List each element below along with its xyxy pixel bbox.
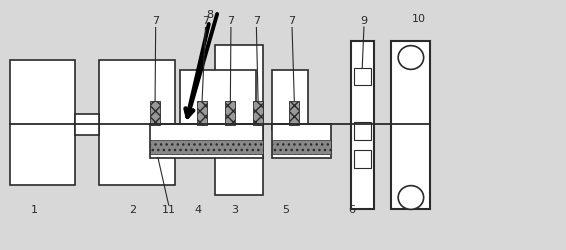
Bar [150, 140, 263, 154]
Text: 7: 7 [289, 16, 295, 26]
Text: 7: 7 [228, 16, 234, 26]
Bar [225, 101, 235, 125]
Ellipse shape [398, 186, 423, 210]
Text: 7: 7 [202, 16, 209, 26]
Bar [354, 68, 371, 85]
Text: 7: 7 [152, 16, 159, 26]
Bar [391, 41, 430, 209]
Bar [197, 101, 207, 125]
Bar [354, 122, 371, 140]
Bar [180, 70, 256, 130]
Bar [99, 60, 175, 185]
Text: 6: 6 [349, 205, 355, 215]
Text: 10: 10 [412, 14, 426, 24]
Bar [289, 101, 299, 125]
Text: 1: 1 [31, 205, 37, 215]
Text: 4: 4 [195, 205, 201, 215]
Text: 8: 8 [206, 10, 213, 20]
Text: 5: 5 [282, 205, 289, 215]
Text: 9: 9 [361, 16, 367, 26]
Bar [150, 101, 160, 125]
Bar [351, 41, 374, 209]
Bar [215, 45, 263, 195]
Bar [75, 114, 99, 135]
Bar [354, 150, 371, 168]
Ellipse shape [398, 46, 423, 69]
Bar [253, 101, 263, 125]
Text: 11: 11 [162, 205, 175, 215]
Text: 7: 7 [253, 16, 260, 26]
Bar [272, 124, 331, 158]
Bar [10, 60, 75, 185]
Bar [150, 124, 263, 158]
Bar [272, 70, 308, 130]
Text: 3: 3 [231, 205, 238, 215]
Bar [272, 140, 331, 154]
Text: 2: 2 [130, 205, 136, 215]
